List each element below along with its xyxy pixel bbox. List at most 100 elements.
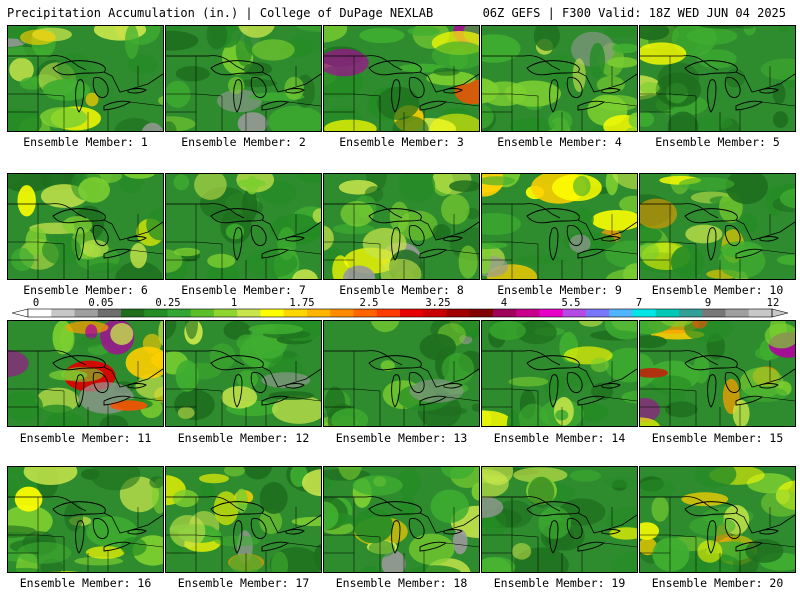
precip-blobs [482,174,637,279]
colorbar-segment [74,309,99,317]
colorbar-segment [283,309,308,317]
colorbar-tick-label: 3.25 [425,297,450,309]
member-caption: Ensemble Member: 12 [177,431,310,445]
precip-field [166,467,321,572]
ensemble-member-map [481,466,638,573]
precip-field [166,174,321,279]
colorbar-segment [121,309,145,317]
precip-field [482,321,637,426]
ensemble-member-map [7,173,164,280]
precip-blobs [640,321,795,426]
state-borders [324,56,479,131]
colorbar-tick-label: 4 [501,297,507,309]
state-borders [166,497,321,572]
international-border [640,496,795,534]
ensemble-member-map [165,320,322,427]
precip-blobs [482,467,637,572]
member-caption: Ensemble Member: 18 [335,576,468,590]
great-lakes-outline [52,60,147,113]
state-borders [8,497,163,572]
international-border [8,55,163,93]
international-border [482,203,637,241]
precip-blobs [324,467,479,572]
colorbar-left-arrow [11,308,29,318]
state-borders [8,351,163,426]
colorbar-segment [51,309,75,317]
state-borders [166,351,321,426]
precip-field [640,174,795,279]
colorbar-segment [516,309,540,317]
colorbar-segment [376,309,401,317]
precip-field [324,321,479,426]
colorbar-segment [423,309,447,317]
colorbar-tick-label: 9 [705,297,711,309]
colorbar-tick-label: 2.5 [360,297,379,309]
great-lakes-outline [210,355,305,408]
precip-blobs [166,467,321,572]
international-border [482,350,637,388]
international-border [166,203,321,241]
international-border [640,350,795,388]
great-lakes-outline [526,355,621,408]
member-caption: Ensemble Member: 14 [493,431,626,445]
member-caption: Ensemble Member: 13 [335,431,468,445]
ensemble-member-map [481,173,638,280]
precip-colorbar: 0 0.05 0.25 1 1.75 2.5 3.25 4 5.5 7 9 12 [11,297,789,318]
precip-field [640,321,795,426]
member-caption: Ensemble Member: 16 [19,576,152,590]
ensemble-member-map [323,466,480,573]
colorbar-segment [493,309,517,317]
international-border [324,496,479,534]
international-border [482,496,637,534]
international-border [8,203,163,241]
member-caption: Ensemble Member: 2 [181,135,306,149]
precip-field [324,174,479,279]
precip-field [482,26,637,131]
great-lakes-outline [210,208,305,261]
colorbar-segment [353,309,378,317]
state-borders [482,351,637,426]
colorbar-segment [400,309,424,317]
colorbar-segment [260,309,285,317]
colorbar-tick-label: 7 [636,297,642,309]
state-borders [166,56,321,131]
ensemble-member-map [639,25,796,132]
precip-field [640,26,795,131]
precip-blobs [640,467,795,572]
ensemble-member-map [323,173,480,280]
precip-field [8,26,163,131]
international-border [482,55,637,93]
great-lakes-outline [52,208,147,261]
member-caption: Ensemble Member: 17 [177,576,310,590]
ensemble-member-map [7,466,164,573]
precip-field [8,174,163,279]
colorbar-segment [167,309,192,317]
precip-blobs [482,26,637,131]
map-title: Precipitation Accumulation (in.) | Colle… [7,6,434,20]
colorbar-segment [214,309,238,317]
international-border [324,203,479,241]
member-caption: Ensemble Member: 6 [23,283,148,297]
great-lakes-outline [368,355,463,408]
state-borders [482,56,637,131]
international-border [640,203,795,241]
precip-blobs [8,467,163,572]
state-borders [482,204,637,279]
state-borders [640,497,795,572]
precip-blobs [166,26,321,131]
colorbar-tick-label: 0.05 [88,297,113,309]
great-lakes-outline [526,208,621,261]
precip-blobs [8,321,163,426]
international-border [324,55,479,93]
international-border [640,55,795,93]
great-lakes-outline [368,501,463,554]
colorbar-segment [28,309,52,317]
colorbar-tick-label: 5.5 [562,297,581,309]
precip-field [324,26,479,131]
ensemble-member-map [323,25,480,132]
colorbar-segment [469,309,494,317]
great-lakes-outline [684,355,779,408]
precip-blobs [324,321,479,426]
precip-field [8,467,163,572]
ensemble-member-map [7,25,164,132]
